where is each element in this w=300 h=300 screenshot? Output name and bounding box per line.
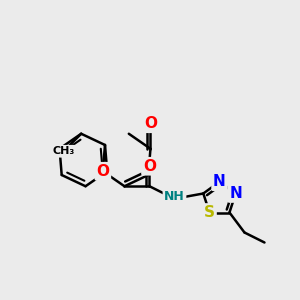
Text: NH: NH [164,190,185,203]
Text: S: S [204,205,215,220]
Text: O: O [96,164,109,179]
Text: N: N [229,186,242,201]
Text: CH₃: CH₃ [52,146,75,156]
Text: N: N [213,174,226,189]
Text: O: O [144,116,157,131]
Text: O: O [143,159,156,174]
